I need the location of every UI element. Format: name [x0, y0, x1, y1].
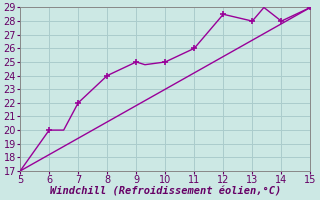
X-axis label: Windchill (Refroidissement éolien,°C): Windchill (Refroidissement éolien,°C) — [50, 187, 281, 197]
